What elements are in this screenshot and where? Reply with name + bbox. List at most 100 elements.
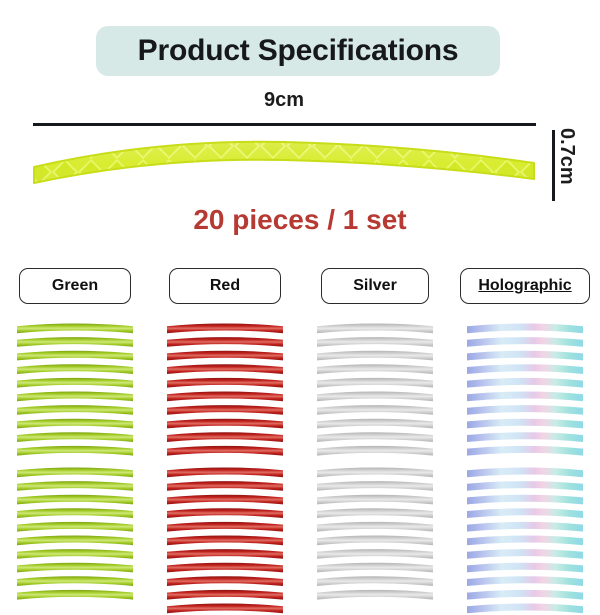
strip-block-bottom bbox=[314, 464, 436, 601]
reflective-strip-item bbox=[317, 350, 433, 361]
reflective-strip-item bbox=[317, 535, 433, 546]
reflective-strip-item bbox=[167, 562, 283, 573]
reflective-strip-item bbox=[17, 405, 133, 415]
reflective-strip-item bbox=[17, 445, 133, 456]
strip-block-top bbox=[164, 320, 286, 457]
variant-column-silver[interactable]: Silver bbox=[300, 268, 450, 600]
reflective-strip-item bbox=[467, 418, 583, 429]
variant-label-holographic[interactable]: Holographic bbox=[460, 268, 590, 304]
reflective-strip-item bbox=[317, 391, 433, 402]
reflective-strip-item bbox=[467, 521, 583, 532]
reflective-strip-item bbox=[17, 576, 133, 586]
reflective-strip-group-icon bbox=[17, 323, 133, 456]
reflective-strip-item bbox=[467, 364, 583, 374]
reflective-strip-item bbox=[467, 405, 583, 415]
reflective-strip-item bbox=[167, 549, 283, 559]
reflective-strip-item bbox=[17, 481, 133, 491]
reflective-strip-item bbox=[317, 481, 433, 491]
reflective-strip-item bbox=[167, 467, 283, 478]
reflective-strip-item bbox=[467, 377, 583, 388]
reflective-strip-item bbox=[167, 350, 283, 361]
reflective-strip-item bbox=[167, 521, 283, 532]
reflective-strip-item bbox=[17, 508, 133, 518]
reflective-strip-item bbox=[17, 432, 133, 442]
variant-label-text: Silver bbox=[353, 277, 397, 294]
reflective-strip-item bbox=[317, 467, 433, 478]
reflective-strip-item bbox=[317, 494, 433, 505]
reflective-strip-item bbox=[167, 364, 283, 374]
reflective-strip-item bbox=[167, 405, 283, 415]
variant-column-red[interactable]: Red bbox=[150, 268, 300, 614]
reflective-strip-item bbox=[17, 364, 133, 374]
variant-column-green[interactable]: Green bbox=[0, 268, 150, 600]
reflective-strip-item bbox=[467, 562, 583, 573]
reflective-strip-item bbox=[17, 589, 133, 600]
reflective-strip-item bbox=[17, 337, 133, 347]
reflective-strip-item bbox=[467, 576, 583, 586]
reflective-strip-item bbox=[317, 521, 433, 532]
reflective-strip-item bbox=[167, 377, 283, 388]
reflective-strip-item bbox=[467, 589, 583, 600]
reflective-strip-item bbox=[317, 576, 433, 586]
reflective-strip-item bbox=[317, 418, 433, 429]
reflective-strip-item bbox=[167, 445, 283, 456]
reflective-strip-group-icon bbox=[467, 323, 583, 456]
reflective-strip-item bbox=[317, 549, 433, 559]
reflective-strip-item bbox=[467, 350, 583, 361]
reflective-strip-item bbox=[167, 432, 283, 442]
reflective-strip-item bbox=[467, 494, 583, 505]
reflective-strip-group-icon bbox=[317, 323, 433, 456]
reflective-strip-item bbox=[317, 337, 433, 347]
reflective-strip-item bbox=[167, 494, 283, 505]
reflective-strip-item bbox=[317, 405, 433, 415]
strip-block-bottom bbox=[14, 464, 136, 601]
strip-block-bottom bbox=[164, 464, 286, 615]
reflective-strip-item bbox=[167, 418, 283, 429]
variant-label-text: Green bbox=[51, 277, 99, 294]
strip-block-top bbox=[314, 320, 436, 457]
width-dimension-line bbox=[33, 123, 536, 126]
reflective-strip-item bbox=[467, 467, 583, 478]
hero-product-strip bbox=[26, 133, 542, 197]
reflective-strip-item bbox=[317, 589, 433, 600]
variant-label-text: Red bbox=[209, 277, 241, 294]
variant-label-red[interactable]: Red bbox=[169, 268, 281, 304]
reflective-strip-item bbox=[467, 391, 583, 402]
reflective-strip-item bbox=[17, 521, 133, 532]
reflective-strip-diamond-lattice-icon bbox=[33, 140, 535, 184]
reflective-strip-item bbox=[317, 445, 433, 456]
reflective-strip-item bbox=[17, 377, 133, 388]
reflective-strip-group-icon bbox=[17, 467, 133, 600]
reflective-strip-item bbox=[167, 508, 283, 518]
variant-label-silver[interactable]: Silver bbox=[321, 268, 429, 304]
reflective-strip-item bbox=[467, 535, 583, 546]
reflective-strip-item bbox=[467, 432, 583, 442]
reflective-strip-item bbox=[467, 323, 583, 334]
reflective-strip-item bbox=[317, 432, 433, 442]
reflective-strip-item bbox=[17, 323, 133, 334]
page-title: Product Specifications bbox=[137, 34, 459, 67]
reflective-strip-item bbox=[167, 481, 283, 491]
reflective-strip-item bbox=[17, 467, 133, 478]
reflective-strip-item bbox=[167, 323, 283, 334]
reflective-strip-item bbox=[467, 603, 583, 614]
reflective-strip-item bbox=[17, 391, 133, 402]
variant-label-green[interactable]: Green bbox=[19, 268, 131, 304]
reflective-strip-item bbox=[17, 350, 133, 361]
variant-column-holographic[interactable]: Holographic bbox=[450, 268, 600, 614]
reflective-strip-item bbox=[17, 562, 133, 573]
height-dimension-label: 0.7cm bbox=[556, 128, 578, 185]
reflective-strip-item bbox=[467, 508, 583, 518]
reflective-strip-group-icon bbox=[167, 323, 283, 456]
variant-label-text: Holographic bbox=[478, 277, 572, 294]
quantity-label: 20 pieces / 1 set bbox=[193, 204, 407, 235]
reflective-strip-item bbox=[167, 391, 283, 402]
variant-columns: Green Red Silver Holographic bbox=[0, 268, 600, 614]
reflective-strip-item bbox=[467, 337, 583, 347]
reflective-strip-group-icon bbox=[317, 467, 433, 600]
reflective-strip-item bbox=[317, 323, 433, 334]
reflective-strip-item bbox=[17, 535, 133, 546]
page-title-banner: Product Specifications bbox=[96, 26, 500, 76]
height-dimension-line bbox=[552, 130, 555, 201]
reflective-strip-item bbox=[167, 535, 283, 546]
